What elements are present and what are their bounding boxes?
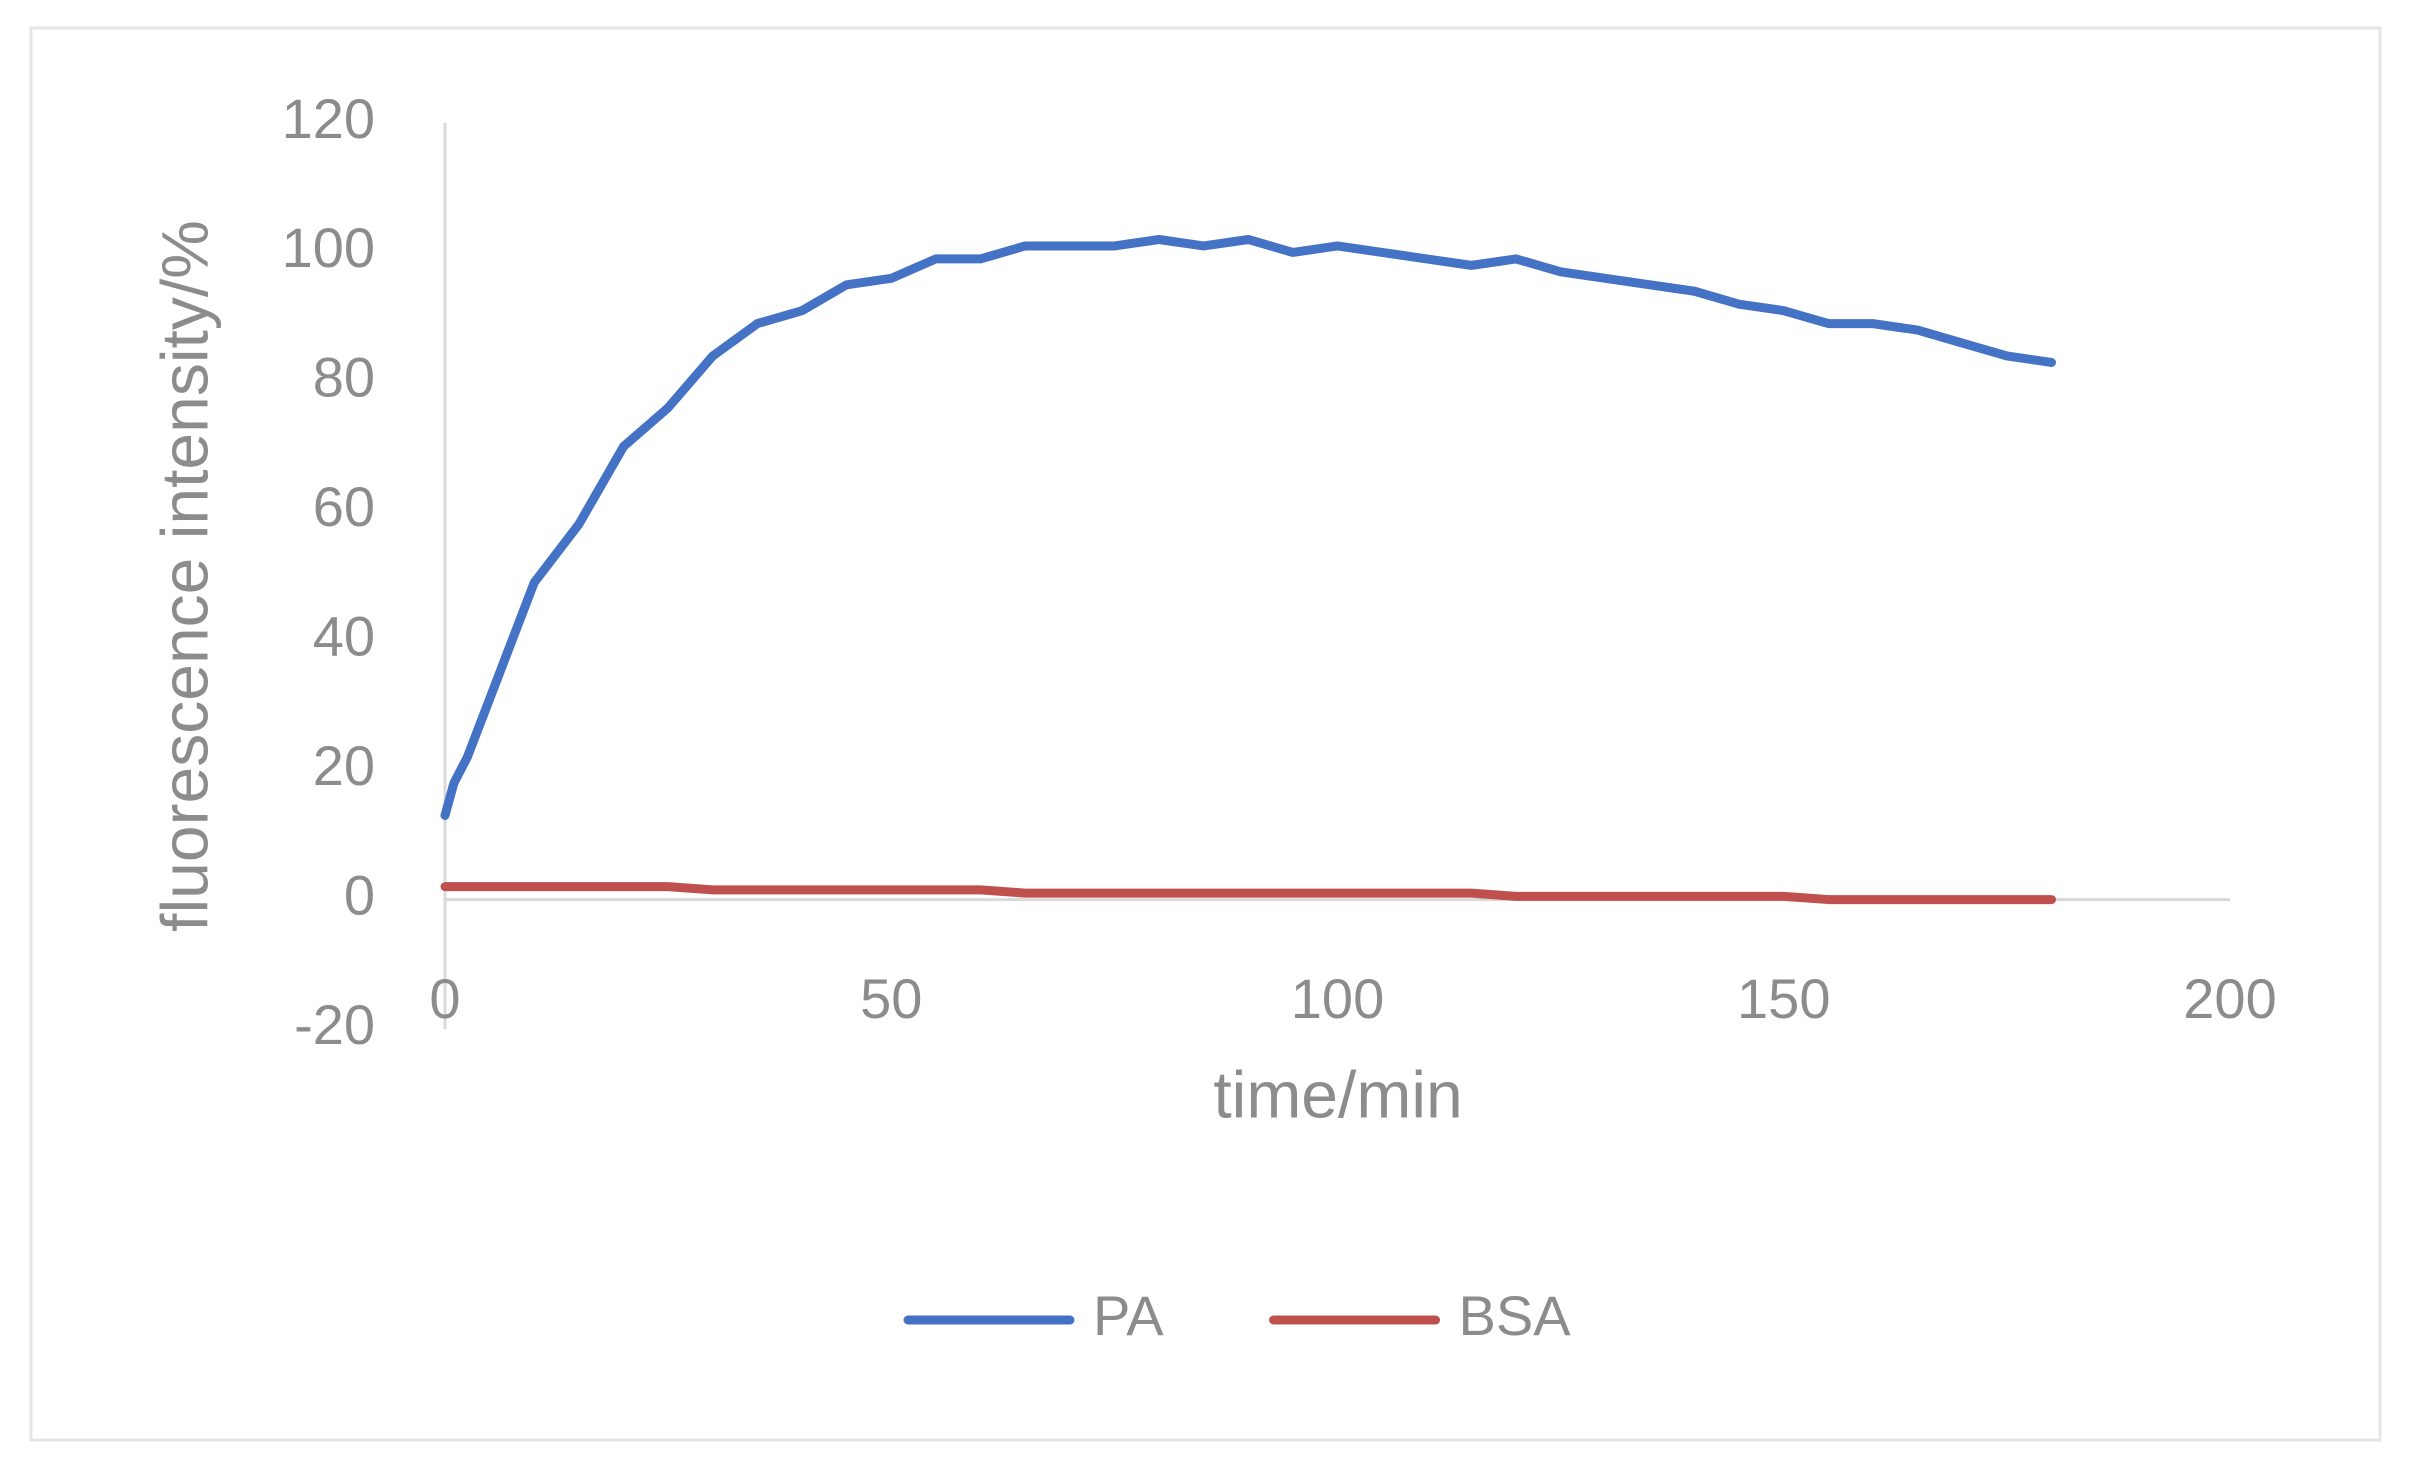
- x-tick-label: 50: [860, 967, 922, 1030]
- data-line: [440, 234, 2056, 820]
- chart-border: [29, 26, 2382, 1442]
- y-tick-label: 20: [313, 734, 375, 797]
- data-line: [440, 882, 2056, 905]
- y-tick-label: 100: [282, 216, 375, 279]
- x-tick-label: 200: [2183, 967, 2276, 1030]
- y-tick-label: 60: [313, 475, 375, 538]
- y-tick-label: 120: [282, 87, 375, 150]
- y-tick-label: 40: [313, 605, 375, 668]
- x-tick-label: 0: [429, 967, 460, 1030]
- y-tick-label: -20: [294, 993, 375, 1056]
- x-axis-title: time/min: [1213, 1057, 1462, 1131]
- legend-label: PA: [1093, 1284, 1164, 1347]
- y-tick-label: 0: [344, 863, 375, 926]
- x-tick-label: 150: [1737, 967, 1830, 1030]
- legend-label: BSA: [1459, 1284, 1572, 1347]
- y-axis-title: fluorescence intensity/%: [147, 220, 221, 932]
- y-tick-label: 80: [313, 346, 375, 409]
- x-tick-label: 100: [1291, 967, 1384, 1030]
